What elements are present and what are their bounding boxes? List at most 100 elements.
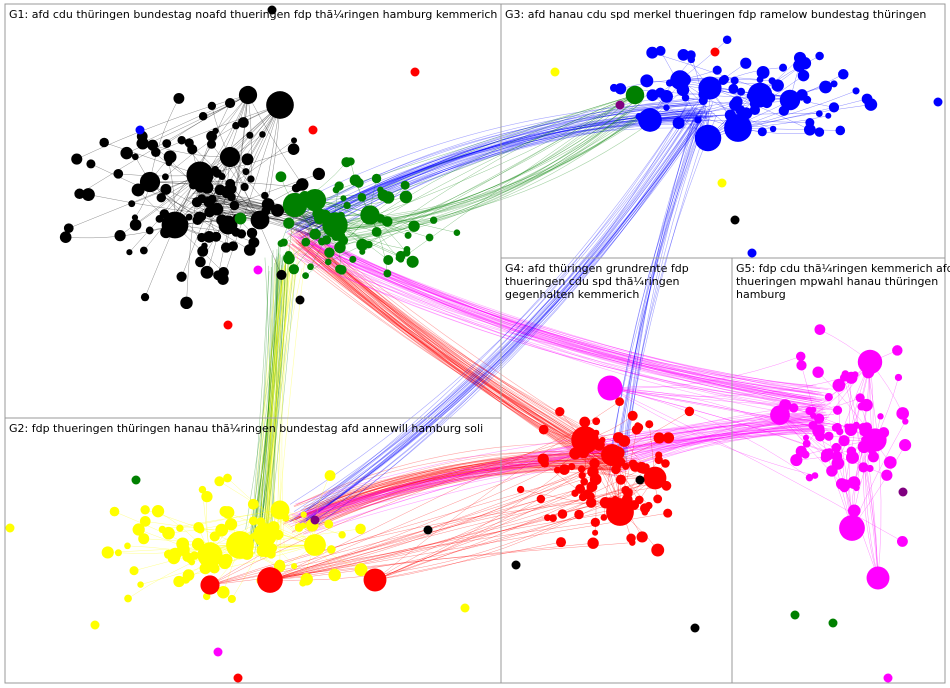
edge-bundle (306, 244, 813, 393)
edge-bundle (626, 432, 813, 459)
node (247, 498, 259, 510)
node (81, 188, 95, 202)
edge-bundle (293, 235, 814, 398)
edge-bundle (614, 429, 814, 452)
node (892, 345, 903, 356)
node (163, 150, 177, 164)
edge-bundle (299, 120, 704, 525)
edge-bundle (310, 242, 817, 404)
edge-bundle (294, 238, 817, 387)
node (381, 216, 393, 227)
edge-bundle (262, 268, 291, 552)
edge-bundle (296, 461, 622, 531)
accent-node (131, 475, 141, 485)
node (835, 125, 846, 136)
node (881, 469, 893, 481)
edge-bundle (296, 97, 710, 529)
edge-bundle (629, 414, 828, 458)
node (592, 417, 601, 426)
edge-bundle (291, 104, 704, 221)
hub-node (226, 531, 254, 559)
edge-bundle (293, 418, 823, 518)
node (571, 489, 579, 497)
edge-bundle (259, 268, 290, 541)
accent-node (308, 125, 318, 135)
group-label-g5-line2: thueringen mpwahl hanau thüringen (736, 275, 938, 288)
node (240, 182, 249, 192)
edge-bundle (262, 269, 296, 544)
edge-bundle (295, 97, 705, 231)
edge-bundle (303, 233, 826, 404)
node (140, 505, 150, 515)
hub-node (257, 567, 283, 593)
node (219, 505, 231, 517)
node (160, 183, 172, 195)
edge-bundle (616, 113, 698, 462)
edge-bundle (290, 230, 613, 452)
node (176, 271, 187, 282)
edge (843, 377, 879, 579)
hub-node (250, 210, 270, 230)
edge-bundle (297, 230, 615, 457)
edge-bundle (623, 117, 695, 457)
group-label-g4-line2: thueringen cdu spd thã¼ringen (505, 275, 679, 288)
node (209, 531, 220, 542)
edge (269, 508, 646, 581)
accent-node (223, 320, 233, 330)
edge (845, 373, 879, 579)
edge (269, 453, 576, 581)
edge-bundle (617, 429, 819, 470)
edge-bundle (298, 463, 610, 523)
edge-bundle (256, 263, 284, 550)
edge-bundle (623, 111, 713, 456)
edge (380, 94, 636, 191)
node (662, 432, 675, 444)
group-label-g5-line3: hamburg (736, 288, 786, 301)
edge-bundle (291, 458, 638, 533)
node (568, 462, 576, 471)
node (404, 231, 412, 239)
edge (222, 104, 281, 280)
edge-bundle (302, 104, 696, 214)
edge (863, 467, 879, 579)
node (206, 139, 217, 149)
edge (380, 94, 636, 219)
edge-bundle (311, 117, 703, 524)
node (193, 521, 204, 533)
node (655, 45, 666, 56)
edge-bundle (295, 428, 822, 520)
edge-bundle (264, 254, 293, 537)
accent-node (295, 295, 305, 305)
node (203, 196, 215, 208)
edge-bundle (266, 248, 295, 540)
node (237, 117, 249, 128)
edge-bundle (313, 233, 826, 405)
edge-bundle (626, 417, 828, 457)
edge-bundle (264, 257, 271, 535)
node (687, 55, 696, 64)
edge-bundle (614, 122, 702, 461)
edge (609, 387, 786, 406)
edge-bundle (614, 102, 714, 477)
node (663, 104, 670, 111)
node (851, 371, 859, 378)
node (820, 448, 834, 462)
node (241, 153, 254, 166)
edge-bundle (266, 259, 276, 545)
node (137, 581, 144, 588)
edge-bundle (294, 256, 813, 386)
node (71, 153, 83, 165)
edge (269, 496, 591, 581)
edge-bundle (622, 117, 697, 463)
node (613, 432, 624, 444)
node (805, 473, 814, 482)
edge-bundle (304, 240, 822, 393)
edge-bundle (300, 116, 703, 511)
edge-bundle (269, 267, 283, 551)
edge (269, 482, 656, 581)
edge-bundle (311, 114, 693, 244)
edge-bundle (258, 244, 280, 546)
hub-node (606, 498, 634, 526)
edge-bundle (304, 233, 823, 407)
edge (149, 219, 261, 231)
